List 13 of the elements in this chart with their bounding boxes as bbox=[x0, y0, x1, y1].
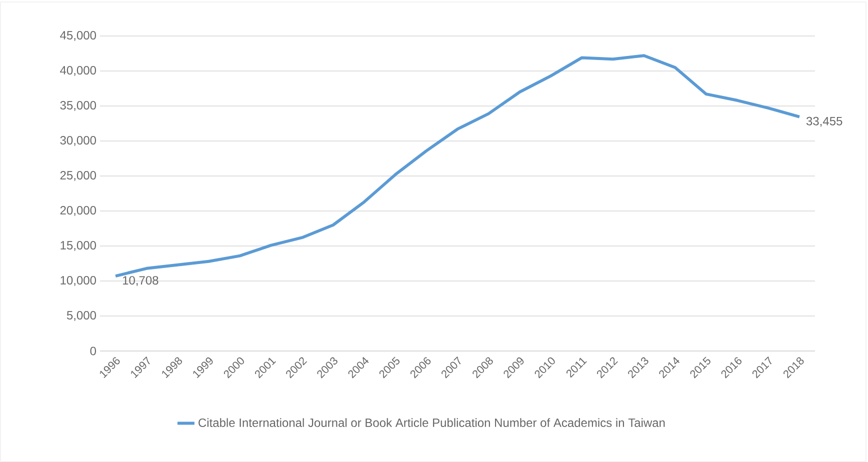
y-tick-label: 30,000 bbox=[60, 136, 96, 146]
y-tick-label: 0 bbox=[90, 346, 96, 356]
y-tick-label: 15,000 bbox=[60, 241, 96, 251]
y-tick-label: 25,000 bbox=[60, 171, 96, 181]
data-label: 33,455 bbox=[806, 116, 842, 127]
y-tick-label: 5,000 bbox=[66, 311, 96, 321]
y-tick-label: 10,000 bbox=[60, 276, 96, 286]
y-tick-label: 45,000 bbox=[60, 31, 96, 41]
y-tick-label: 20,000 bbox=[60, 206, 96, 216]
legend-label: Citable International Journal or Book Article Publication Number of Academics in Taiwan bbox=[198, 418, 665, 428]
y-tick-label: 35,000 bbox=[60, 101, 96, 111]
y-tick-label: 40,000 bbox=[60, 66, 96, 76]
data-label: 10,708 bbox=[122, 276, 158, 286]
